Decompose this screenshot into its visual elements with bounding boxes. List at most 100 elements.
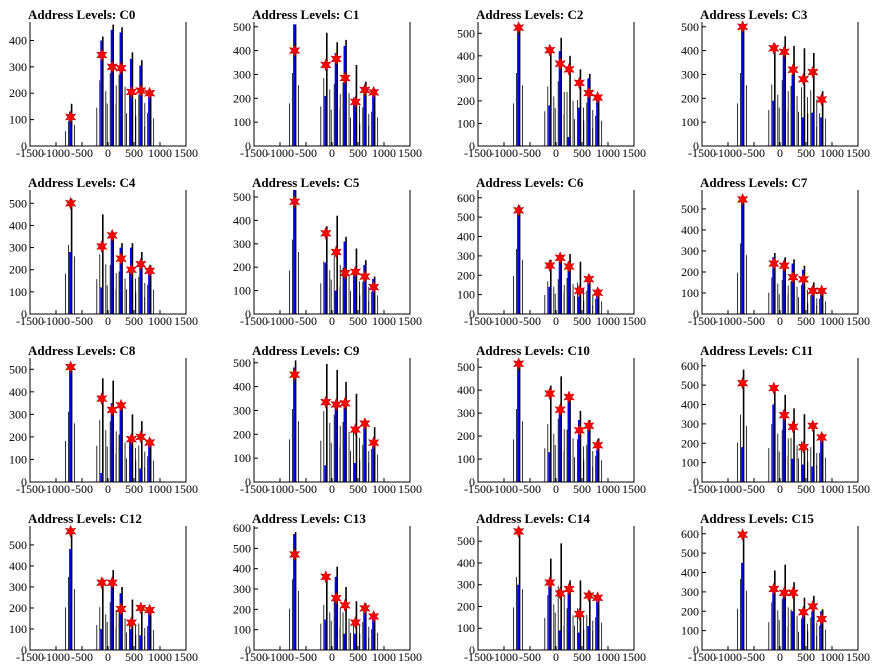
y-tick-label: 200 [9, 263, 27, 277]
y-tick-label: 100 [681, 456, 699, 470]
chart-panel-9: Address Levels: C90100200300400500-1500-… [233, 343, 422, 496]
peak-star-marker [115, 61, 127, 75]
x-tick-label: -500 [295, 314, 317, 328]
y-tick-label: 200 [681, 265, 699, 279]
x-tick-label: -1000 [490, 314, 518, 328]
x-tick-label: 0 [105, 482, 111, 496]
y-tick-label: 200 [9, 86, 27, 100]
peak-star-marker [736, 528, 749, 542]
peak-star-marker [544, 575, 556, 590]
peak-star-marker [330, 245, 342, 259]
x-tick-label: 1500 [622, 146, 646, 160]
x-tick-label: 0 [777, 650, 783, 664]
y-tick-label: 500 [457, 26, 475, 40]
chart-title: Address Levels: C5 [252, 175, 360, 190]
peak-star-marker [96, 391, 108, 406]
peak-star-marker [339, 266, 351, 280]
axis-frame [253, 358, 411, 483]
x-tick-label: 1500 [174, 482, 198, 496]
x-tick-label: 1500 [174, 146, 198, 160]
y-tick-label: 200 [457, 268, 475, 282]
y-tick-label: 0 [245, 139, 251, 153]
y-tick-label: 200 [9, 601, 27, 615]
x-tick-label: -500 [519, 482, 541, 496]
peak-star-marker [288, 368, 301, 382]
peak-star-marker [563, 390, 575, 404]
x-tick-label: -500 [295, 650, 317, 664]
peak-star-marker [367, 85, 380, 100]
y-tick-label: 0 [693, 475, 699, 489]
peak-star-marker [349, 422, 362, 437]
peak-star-marker [339, 396, 351, 410]
y-tick-label: 300 [9, 241, 27, 255]
peak-star-marker [359, 416, 371, 431]
peak-star-marker [106, 60, 118, 74]
x-tick-label: 1500 [846, 314, 870, 328]
chart-title: Address Levels: C10 [476, 343, 590, 358]
axis-frame [701, 190, 859, 315]
axis-frame [477, 358, 635, 483]
y-tick-label: 100 [233, 623, 251, 637]
peak-star-marker [797, 605, 810, 619]
peak-star-marker [512, 20, 525, 35]
peak-star-marker [778, 45, 790, 59]
x-tick-label: -1500 [688, 146, 716, 160]
axis-frame [253, 22, 411, 147]
peak-star-marker [320, 570, 332, 584]
y-tick-label: 0 [21, 475, 27, 489]
peak-star-marker [359, 601, 371, 616]
chart-panel-5: Address Levels: C50100200300400500-1500-… [233, 175, 422, 328]
y-tick-label: 400 [233, 562, 251, 576]
x-tick-label: -1500 [464, 650, 492, 664]
y-tick-label: 100 [233, 115, 251, 129]
y-tick-label: 400 [457, 556, 475, 570]
x-tick-label: 0 [329, 650, 335, 664]
peak-star-marker [135, 430, 147, 444]
y-tick-label: 100 [233, 284, 251, 298]
y-tick-label: 0 [21, 139, 27, 153]
x-tick-label: 1500 [622, 482, 646, 496]
peak-star-marker [125, 615, 138, 630]
y-tick-label: 0 [245, 643, 251, 657]
y-tick-label: 500 [233, 541, 251, 555]
peak-star-marker [591, 591, 604, 605]
y-tick-label: 300 [681, 417, 699, 431]
x-tick-label: 1000 [372, 146, 396, 160]
peak-star-marker [563, 259, 575, 274]
axis-frame [253, 526, 411, 651]
chart-title: Address Levels: C12 [28, 511, 142, 526]
y-tick-label: 400 [9, 218, 27, 232]
peak-star-marker [359, 269, 371, 284]
y-tick-label: 100 [9, 113, 27, 127]
peak-star-marker [563, 62, 575, 77]
x-tick-label: 500 [797, 146, 815, 160]
axis-frame [477, 190, 635, 315]
peak-star-marker [736, 192, 749, 207]
y-tick-label: 300 [457, 406, 475, 420]
peak-star-marker [797, 440, 810, 454]
x-tick-label: -1500 [16, 314, 44, 328]
chart-panel-4: Address Levels: C40100200300400500-1500-… [9, 175, 198, 328]
x-tick-label: 0 [777, 482, 783, 496]
peak-star-marker [554, 251, 566, 265]
chart-panel-1: Address Levels: C10100200300400500-1500-… [233, 7, 422, 160]
x-tick-label: 1000 [596, 146, 620, 160]
y-tick-label: 0 [21, 307, 27, 321]
peak-star-marker [135, 83, 147, 98]
chart-panel-10: Address Levels: C10 0 100 200 300 400 500 -1500… [457, 343, 646, 496]
y-tick-label: 300 [9, 60, 27, 74]
y-tick-label: 100 [681, 286, 699, 300]
y-tick-label: 300 [457, 71, 475, 85]
y-tick-label: 300 [9, 407, 27, 421]
y-tick-label: 300 [681, 244, 699, 258]
y-tick-label: 400 [457, 49, 475, 63]
x-tick-label: 500 [573, 146, 591, 160]
y-tick-label: 200 [457, 599, 475, 613]
y-tick-label: 400 [681, 566, 699, 580]
y-tick-label: 0 [469, 139, 475, 153]
x-tick-label: -1500 [240, 650, 268, 664]
y-tick-label: 100 [457, 288, 475, 302]
axis-frame [477, 526, 635, 651]
y-tick-label: 500 [9, 538, 27, 552]
x-tick-label: -1500 [16, 650, 44, 664]
